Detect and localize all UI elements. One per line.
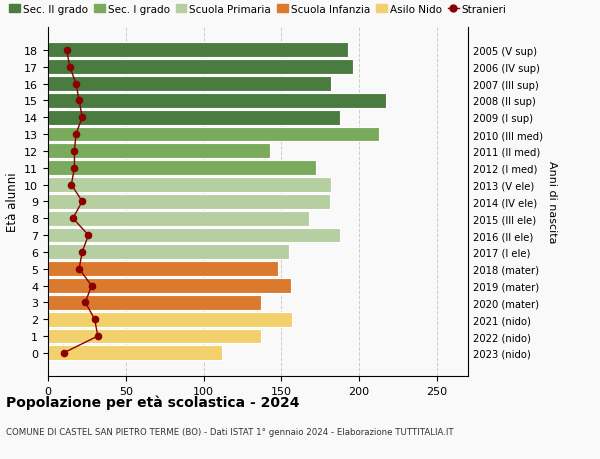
Bar (48, 279, 290, 293)
Bar (48, 161, 316, 176)
Bar (48, 195, 329, 209)
Y-axis label: Età alunni: Età alunni (5, 172, 19, 232)
Y-axis label: Anni di nascita: Anni di nascita (547, 161, 557, 243)
Bar (48, 346, 222, 360)
Bar (48, 245, 289, 260)
Bar (48, 60, 353, 75)
Bar (48, 228, 340, 243)
Bar (48, 111, 340, 125)
Bar (48, 94, 386, 109)
Bar (48, 44, 348, 58)
Bar (48, 178, 331, 193)
Bar (48, 144, 271, 159)
Bar (48, 295, 261, 310)
Bar (48, 77, 331, 92)
Text: Popolazione per età scolastica - 2024: Popolazione per età scolastica - 2024 (6, 395, 299, 409)
Bar (48, 211, 310, 226)
Text: COMUNE DI CASTEL SAN PIETRO TERME (BO) - Dati ISTAT 1° gennaio 2024 - Elaborazio: COMUNE DI CASTEL SAN PIETRO TERME (BO) -… (6, 427, 454, 436)
Legend: Sec. II grado, Sec. I grado, Scuola Primaria, Scuola Infanzia, Asilo Nido, Stran: Sec. II grado, Sec. I grado, Scuola Prim… (5, 0, 511, 19)
Bar (48, 329, 261, 344)
Bar (48, 128, 379, 142)
Bar (48, 312, 292, 327)
Bar (48, 262, 278, 276)
